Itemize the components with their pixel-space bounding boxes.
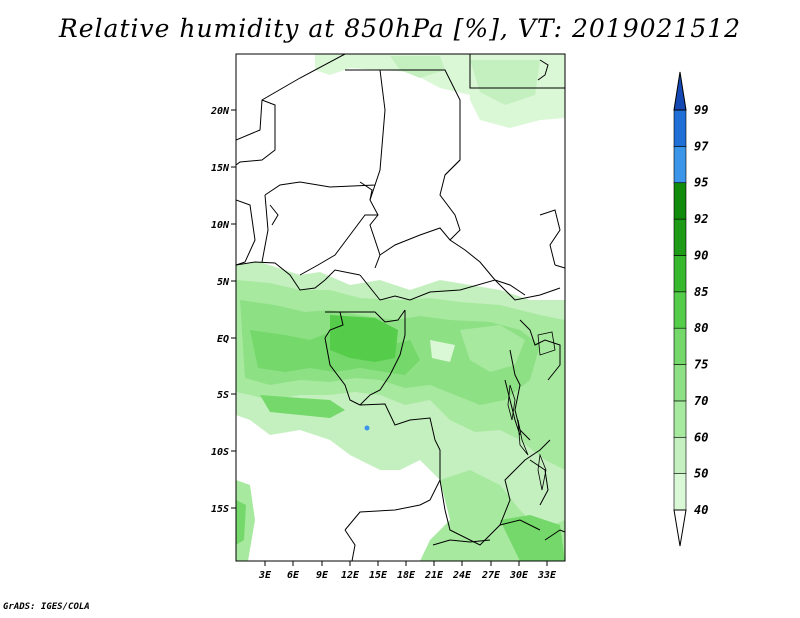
colorbar-segment (673, 146, 687, 184)
lat-label: 15S (211, 504, 229, 515)
lat-label: 20N (210, 106, 230, 117)
colorbar-label: 95 (694, 176, 708, 190)
colorbar: 40 50 60 70 75 80 85 90 92 95 97 99 (673, 71, 709, 547)
humidity-fields (236, 54, 565, 561)
country-borders (236, 54, 565, 561)
lat-label: 15N (211, 163, 230, 174)
colorbar-segment (673, 436, 687, 474)
longitude-axis: 3E 6E 9E 12E 15E 18E 21E 24E 27E 30E 33E (258, 561, 557, 581)
colorbar-label: 70 (694, 394, 708, 408)
colorbar-label: 85 (694, 285, 708, 299)
colorbar-top-arrow (673, 71, 687, 111)
colorbar-label: 92 (694, 212, 708, 226)
colorbar-label: 50 (694, 467, 708, 481)
lon-label: 6E (287, 570, 300, 581)
colorbar-segment (673, 327, 687, 365)
lon-label: 18E (397, 570, 416, 581)
lat-label: EQ (217, 334, 229, 345)
humidity-core-atlantic (236, 500, 246, 545)
lon-label: 3E (258, 570, 272, 581)
lon-label: 30E (509, 570, 529, 581)
humidity-core-southwest (260, 395, 345, 418)
colorbar-segment (673, 400, 687, 438)
saturation-spot (364, 425, 370, 431)
colorbar-label: 90 (694, 248, 708, 262)
colorbar-segment (673, 255, 687, 293)
colorbar-label: 75 (694, 358, 708, 372)
lon-label: 27E (481, 570, 501, 581)
lon-label: 33E (537, 570, 557, 581)
colorbar-label: 97 (694, 139, 709, 153)
lat-label: 5S (217, 390, 229, 401)
humidity-patch-north-inner (390, 56, 445, 78)
colorbar-label: 99 (694, 103, 708, 117)
colorbar-segment (673, 109, 687, 147)
colorbar-segment (673, 182, 687, 220)
colorbar-label: 80 (694, 321, 708, 335)
humidity-patch-northeast-inner (470, 60, 540, 105)
lat-label: 10S (211, 447, 229, 458)
map-title: Relative humidity at 850hPa [%], VT: 201… (58, 14, 742, 43)
latitude-axis: 20N 15N 10N 5N EQ 5S 10S 15S (210, 106, 236, 515)
colorbar-segment (673, 473, 687, 511)
humidity-patch-east (460, 325, 525, 372)
lon-label: 12E (341, 570, 360, 581)
lat-label: 5N (217, 277, 230, 288)
humidity-core-congo (330, 315, 398, 362)
colorbar-segment (673, 291, 687, 329)
humidity-dry-spot (430, 340, 455, 362)
lon-label: 9E (316, 570, 329, 581)
colorbar-label: 40 (694, 503, 708, 517)
lat-label: 10N (211, 220, 230, 231)
grads-credit: GrADS: IGES/COLA (3, 602, 90, 612)
colorbar-segment (673, 218, 687, 256)
lon-label: 15E (369, 570, 388, 581)
colorbar-bottom-arrow (673, 509, 687, 547)
lon-label: 24E (452, 570, 472, 581)
lon-label: 21E (424, 570, 444, 581)
lakes (507, 331, 556, 491)
map-frame (235, 53, 566, 562)
colorbar-segment (673, 364, 687, 402)
colorbar-label: 60 (694, 430, 708, 444)
humidity-core-south (500, 515, 565, 561)
